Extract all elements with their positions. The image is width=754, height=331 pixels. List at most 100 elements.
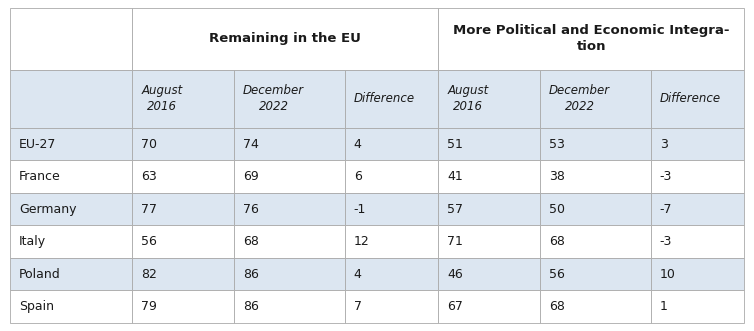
- Bar: [345, 70, 438, 128]
- Bar: [133, 225, 234, 258]
- Bar: [234, 258, 345, 290]
- Bar: [10, 8, 133, 70]
- Text: 86: 86: [243, 300, 259, 313]
- Text: 67: 67: [447, 300, 463, 313]
- Text: 4: 4: [354, 138, 362, 151]
- Text: Spain: Spain: [19, 300, 54, 313]
- Bar: [651, 290, 744, 323]
- Bar: [133, 70, 234, 128]
- Bar: [133, 258, 234, 290]
- Text: Difference: Difference: [660, 92, 721, 105]
- Text: Germany: Germany: [19, 203, 76, 215]
- Text: 53: 53: [549, 138, 565, 151]
- Text: -1: -1: [354, 203, 366, 215]
- Bar: [234, 70, 345, 128]
- Bar: [651, 70, 744, 128]
- Bar: [540, 70, 651, 128]
- Bar: [438, 290, 540, 323]
- Text: August
2016: August 2016: [142, 84, 182, 113]
- Text: Difference: Difference: [354, 92, 415, 105]
- Bar: [438, 70, 540, 128]
- Bar: [540, 128, 651, 161]
- Bar: [540, 193, 651, 225]
- Bar: [345, 128, 438, 161]
- Bar: [345, 290, 438, 323]
- Text: 51: 51: [447, 138, 463, 151]
- Bar: [540, 290, 651, 323]
- Bar: [133, 161, 234, 193]
- Text: -3: -3: [660, 170, 672, 183]
- Text: France: France: [19, 170, 60, 183]
- Bar: [438, 225, 540, 258]
- Bar: [651, 225, 744, 258]
- Text: 68: 68: [549, 300, 565, 313]
- Text: -7: -7: [660, 203, 673, 215]
- Bar: [438, 161, 540, 193]
- Bar: [234, 290, 345, 323]
- Bar: [651, 161, 744, 193]
- Bar: [345, 225, 438, 258]
- Bar: [438, 128, 540, 161]
- Bar: [345, 193, 438, 225]
- Bar: [10, 225, 133, 258]
- Text: 79: 79: [142, 300, 158, 313]
- Text: 7: 7: [354, 300, 362, 313]
- Bar: [10, 290, 133, 323]
- Text: 1: 1: [660, 300, 667, 313]
- Bar: [651, 193, 744, 225]
- Text: December
2022: December 2022: [243, 84, 304, 113]
- Text: December
2022: December 2022: [549, 84, 610, 113]
- Text: 4: 4: [354, 267, 362, 281]
- Text: -3: -3: [660, 235, 672, 248]
- Text: 6: 6: [354, 170, 362, 183]
- Text: 50: 50: [549, 203, 565, 215]
- Text: 86: 86: [243, 267, 259, 281]
- Bar: [133, 128, 234, 161]
- Text: 76: 76: [243, 203, 259, 215]
- Text: Italy: Italy: [19, 235, 46, 248]
- Text: 71: 71: [447, 235, 463, 248]
- Bar: [133, 193, 234, 225]
- Text: Remaining in the EU: Remaining in the EU: [210, 32, 361, 45]
- Bar: [234, 128, 345, 161]
- Bar: [234, 225, 345, 258]
- Text: 68: 68: [243, 235, 259, 248]
- Text: 69: 69: [243, 170, 259, 183]
- Text: More Political and Economic Integra-
tion: More Political and Economic Integra- tio…: [453, 24, 729, 54]
- Text: 63: 63: [142, 170, 157, 183]
- Bar: [438, 193, 540, 225]
- Bar: [10, 193, 133, 225]
- Bar: [438, 8, 744, 70]
- Text: 12: 12: [354, 235, 369, 248]
- Text: 77: 77: [142, 203, 158, 215]
- Text: 70: 70: [142, 138, 158, 151]
- Text: Poland: Poland: [19, 267, 60, 281]
- Bar: [651, 128, 744, 161]
- Text: 38: 38: [549, 170, 565, 183]
- Text: EU-27: EU-27: [19, 138, 57, 151]
- Bar: [10, 70, 133, 128]
- Bar: [234, 161, 345, 193]
- Bar: [10, 161, 133, 193]
- Bar: [234, 193, 345, 225]
- Bar: [345, 161, 438, 193]
- Bar: [133, 290, 234, 323]
- Text: 46: 46: [447, 267, 463, 281]
- Text: 68: 68: [549, 235, 565, 248]
- Text: 3: 3: [660, 138, 667, 151]
- Bar: [540, 225, 651, 258]
- Bar: [540, 161, 651, 193]
- Bar: [438, 258, 540, 290]
- Bar: [10, 128, 133, 161]
- Bar: [540, 258, 651, 290]
- Text: 56: 56: [142, 235, 158, 248]
- Bar: [10, 258, 133, 290]
- Text: 56: 56: [549, 267, 565, 281]
- Text: 74: 74: [243, 138, 259, 151]
- Bar: [345, 258, 438, 290]
- Text: 82: 82: [142, 267, 158, 281]
- Bar: [651, 258, 744, 290]
- Text: 57: 57: [447, 203, 463, 215]
- Text: August
2016: August 2016: [447, 84, 489, 113]
- Text: 41: 41: [447, 170, 463, 183]
